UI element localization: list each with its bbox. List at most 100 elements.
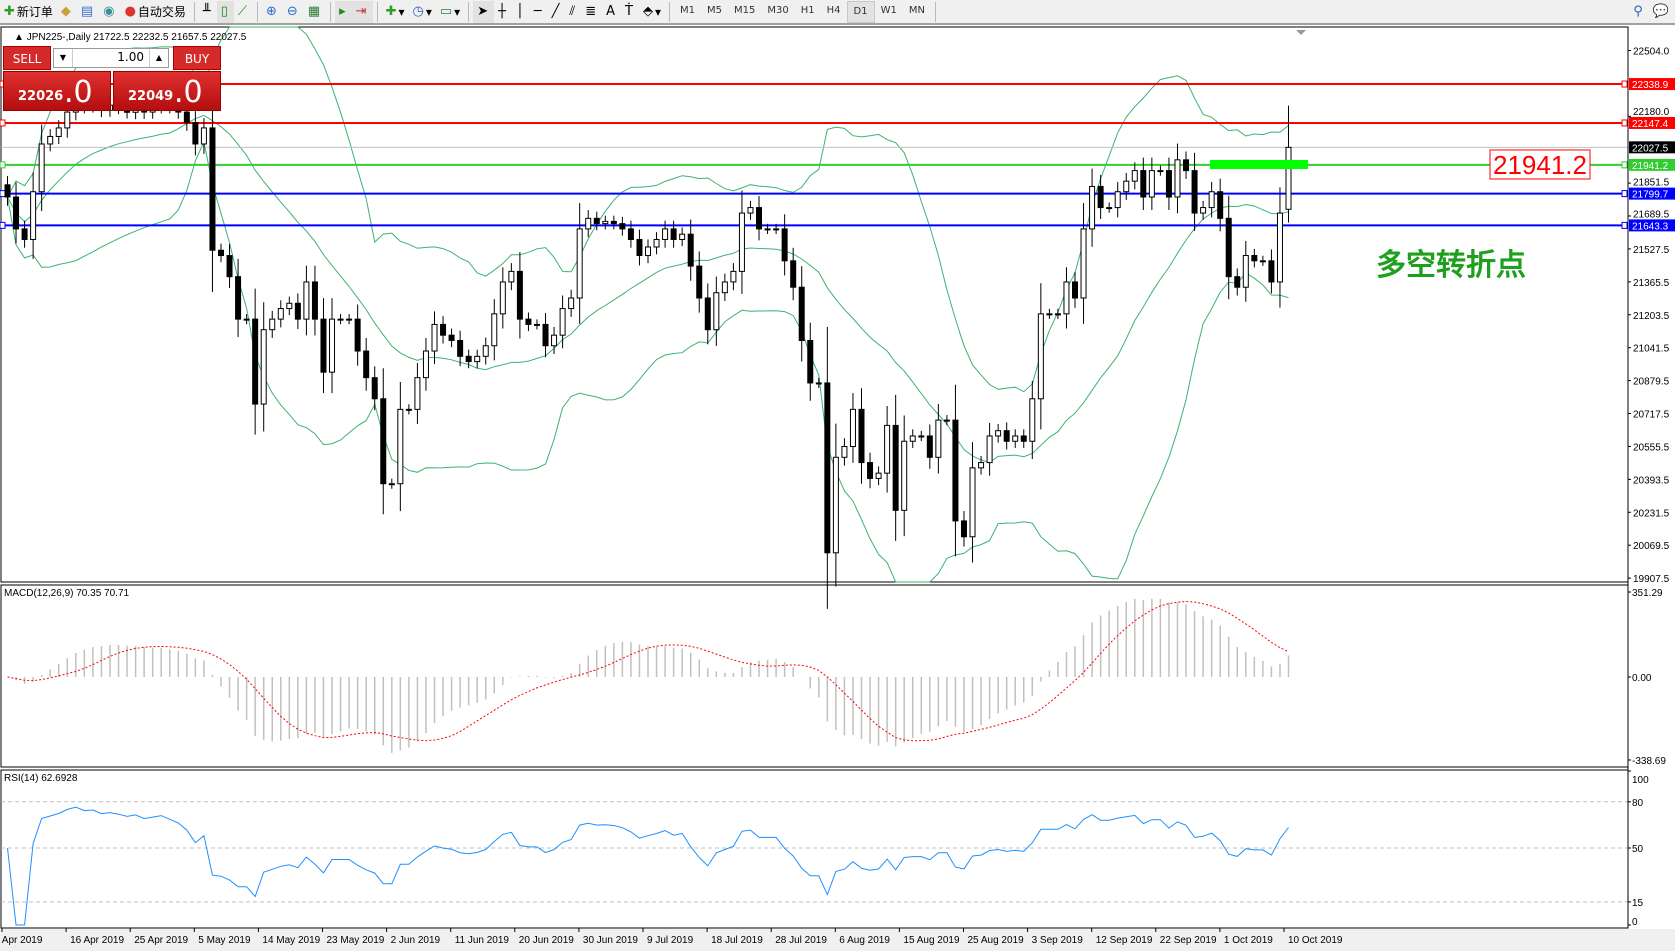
candle-body [901,440,908,511]
auto-trading-button[interactable]: ● 自动交易 [124,4,186,19]
volume-value[interactable]: 1.00 [117,50,144,64]
periods-button[interactable]: ◷ ▾ [412,4,432,19]
timeframe-m5[interactable]: M5 [707,4,723,16]
candle-body [269,318,276,331]
sell-button[interactable]: SELL [3,46,51,70]
timeframe-m30[interactable]: M30 [767,4,789,16]
candle [252,288,259,435]
date-tick-label: 25 Aug 2019 [968,935,1025,946]
candlestick-button[interactable]: ▯ [216,0,234,23]
volume-input[interactable]: ▼ 1.00 ▲ [53,48,169,68]
level-box[interactable] [1489,149,1591,180]
timeframe-mn[interactable]: MN [908,4,925,16]
candle [1234,268,1241,296]
crosshair-button[interactable]: ┼ [494,1,512,23]
candle [713,276,720,346]
pivot-point-text[interactable]: 多空转折点 [1376,249,1526,282]
crosshair-icon: ┼ [498,4,506,19]
candle-body [431,323,438,352]
horizontal-line-button[interactable]: ─ [530,1,548,23]
toolbar-divider [257,1,259,22]
date-tick-label: 15 Aug 2019 [903,935,960,946]
macd-signal-line [7,600,1289,742]
candle [457,330,464,367]
arrows-button[interactable]: ⬘ ▾ [643,4,662,19]
vertical-line-button[interactable]: │ [512,1,530,23]
candle-body [311,281,318,320]
text-label-button[interactable]: Ṫ [621,1,639,23]
bar-chart-button[interactable]: ╨ [199,1,217,23]
timeframe-h4[interactable]: H4 [826,4,841,16]
pivot-marker[interactable] [1210,160,1308,169]
toolbar-divider [669,1,671,22]
candle-body [1020,435,1027,442]
candle [209,86,216,293]
candle-body [1012,435,1019,442]
volume-up-icon[interactable]: ▲ [149,49,168,67]
candle [448,328,455,348]
date-tick-label: 16 Apr 2019 [70,935,124,946]
templates-button[interactable]: ▭ ▾ [439,4,461,19]
equidistant-channel-button[interactable]: ⫽ [565,1,581,23]
fibonacci-button[interactable]: ≣ [581,1,602,23]
status-strip [0,929,1675,951]
terminal-button[interactable]: ▤ [77,1,99,23]
price-tick-label: 20069.5 [1633,541,1670,552]
bollinger-lower-band [7,140,1289,583]
signals-button[interactable]: ◉ [99,1,120,23]
macd-panel: 351.29 0.00 -338.69 [7,588,1666,767]
timeframe-d1[interactable]: D1 [846,0,875,23]
line-handle-right [1621,221,1628,229]
candle [320,298,327,394]
sell-price[interactable]: 22026.0 [3,71,111,111]
candle [790,247,797,301]
timeframe-m15[interactable]: M15 [734,4,756,16]
volume-down-icon[interactable]: ▼ [54,49,73,67]
candle [397,381,404,512]
candle [1148,157,1155,211]
tile-windows-button[interactable]: ▦ [304,1,326,23]
candle [1123,172,1130,200]
chat-icon: 💬 [1652,4,1669,19]
search-button[interactable]: ⚲ [1629,1,1649,23]
zoom-out-button[interactable]: ⊖ [283,1,304,23]
timeframe-h1[interactable]: H1 [800,4,815,16]
line-chart-button[interactable]: ⟋ [234,1,253,23]
candle [1046,308,1053,319]
candle-body [440,323,447,336]
new-order-button[interactable]: ✚ 新订单 [4,4,53,19]
candle-body [653,238,660,248]
new-order-icon: ✚ [4,4,15,19]
candle-body [1106,207,1113,210]
chat-button[interactable]: 💬 [1649,1,1675,23]
chart-shift-button[interactable]: ⇥ [351,0,373,23]
candle [422,337,429,391]
buy-price[interactable]: 22049.0 [113,71,221,111]
line-price-label-bg [1629,78,1675,91]
add-indicator-icon: ✚ [385,4,397,19]
candle-body [926,435,933,458]
candle [995,424,1002,443]
auto-scroll-button[interactable]: ▸ [335,0,352,23]
candle [867,452,874,489]
zoom-in-button[interactable]: ⊕ [262,1,283,23]
candle [892,394,899,541]
candle-body [482,345,489,357]
buy-button[interactable]: BUY [173,46,221,70]
timeframe-m1[interactable]: M1 [680,4,696,16]
candle [679,227,686,247]
candle-body [371,377,378,400]
candle [849,393,856,463]
horizontal-lines[interactable] [0,80,1628,229]
indicators-button[interactable]: ✚ ▾ [385,4,405,19]
candle-body [303,281,310,320]
date-tick-label: 18 Jul 2019 [711,935,763,946]
timeframe-w1[interactable]: W1 [880,4,897,16]
cursor-button[interactable]: ➤ [473,0,495,23]
text-button[interactable]: A [602,1,621,23]
navigator-button[interactable]: ◆ [57,1,77,23]
candle [1183,151,1190,179]
chart-header: ▲ JPN225-,Daily 21722.5 22232.5 21657.5 … [14,32,247,43]
trendline-button[interactable]: ╱ [548,1,566,23]
